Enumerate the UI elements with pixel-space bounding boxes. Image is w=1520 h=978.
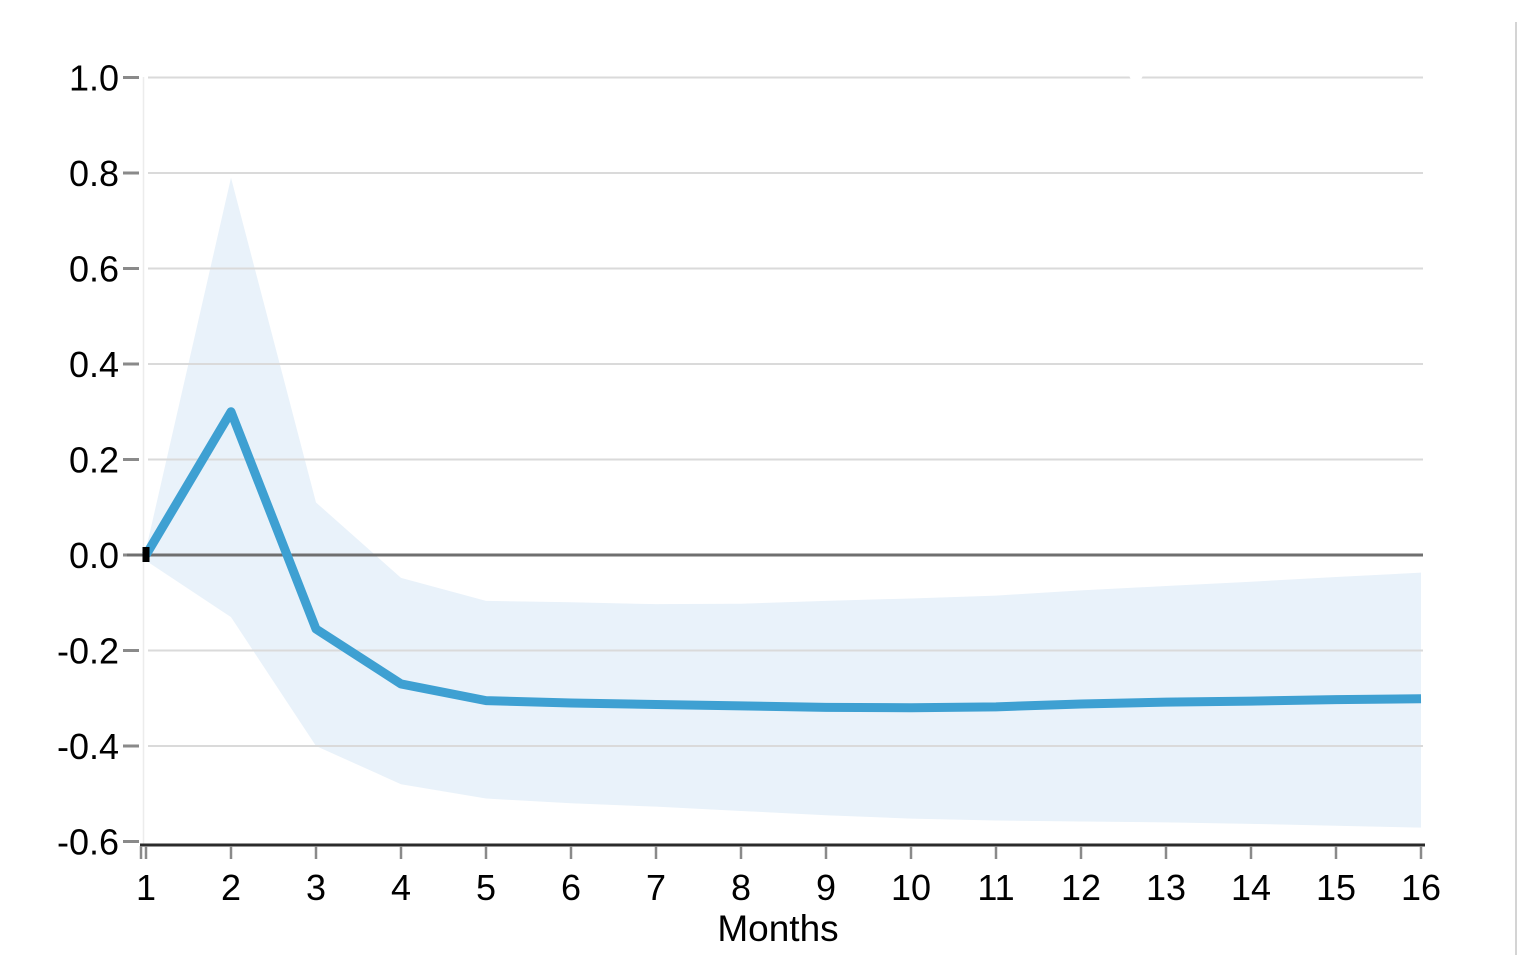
x-tick-label: 11 xyxy=(977,867,1014,908)
confidence-band xyxy=(146,177,1421,828)
gridline-gap-artifact xyxy=(1129,67,1143,81)
x-tick-label: 1 xyxy=(136,867,156,908)
x-axis-title: Months xyxy=(717,908,838,949)
x-tick-label: 14 xyxy=(1231,867,1271,908)
x-tick-label: 13 xyxy=(1146,867,1186,908)
x-tick-label: 5 xyxy=(476,867,496,908)
x-tick-label: 10 xyxy=(891,867,931,908)
y-tick-label: 0.8 xyxy=(69,153,119,194)
x-tick-label: 16 xyxy=(1401,867,1441,908)
y-tick-label: 1.0 xyxy=(69,58,119,99)
start-marker xyxy=(142,547,150,562)
y-tick-label: 0.6 xyxy=(69,249,119,290)
y-tick-label: -0.2 xyxy=(57,631,119,672)
y-tick-label: 0.2 xyxy=(69,440,119,481)
x-tick-label: 7 xyxy=(646,867,666,908)
irf-line xyxy=(142,407,1422,713)
y-tick-label: -0.4 xyxy=(57,726,119,767)
y-tick-label: 0.4 xyxy=(69,344,119,385)
x-tick-label: 2 xyxy=(221,867,241,908)
x-tick-label: 4 xyxy=(391,867,411,908)
x-tick-label: 15 xyxy=(1316,867,1356,908)
x-tick-label: 9 xyxy=(816,867,836,908)
x-tick-label: 12 xyxy=(1061,867,1101,908)
x-tick-label: 8 xyxy=(731,867,751,908)
x-tick-label: 3 xyxy=(306,867,326,908)
y-tick-label: -0.6 xyxy=(57,822,119,863)
y-tick-label: 0.0 xyxy=(69,535,119,576)
x-tick-label: 6 xyxy=(561,867,581,908)
